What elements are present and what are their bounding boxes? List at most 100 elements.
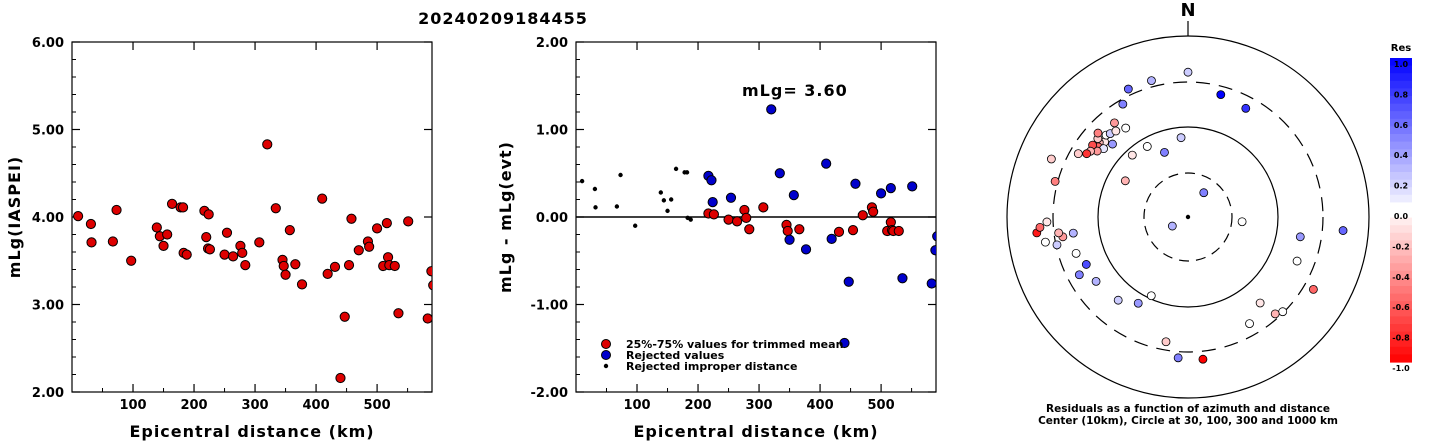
left-point-red — [364, 241, 375, 252]
polar-residual-point — [1147, 76, 1156, 86]
colorbar-tick-label: 1.0 — [1394, 60, 1409, 69]
polar-residual-point — [1042, 217, 1052, 227]
polar-residual-point — [1054, 228, 1064, 238]
left-chart-frame — [71, 41, 433, 393]
left-point-red — [284, 225, 295, 236]
colorbar-swatch — [1390, 156, 1412, 165]
left-chart: 100 200 300 400 500 2.00 3.00 4.00 5.00 6.00 mLg(… — [5, 36, 433, 441]
left-point-red — [296, 279, 308, 290]
left-point-red — [393, 308, 404, 319]
middle-point-black — [661, 198, 667, 203]
middle-point-blue — [839, 337, 850, 349]
legend: 25%-75% values for trimmed mean Rejected… — [601, 338, 843, 373]
left-point-red — [151, 222, 162, 233]
middle-point-blue — [774, 168, 785, 179]
colorbar-swatch — [1390, 248, 1412, 257]
colorbar-swatch — [1390, 73, 1412, 82]
middle-y-axis-label: mLg - mLg(evt) — [496, 141, 515, 293]
left-point-red — [322, 268, 333, 279]
colorbar-swatch — [1390, 118, 1412, 127]
polar-caption-line2: Center (10km), Circle at 30, 100, 300 an… — [1038, 415, 1338, 427]
left-y-tick-label: 6.00 — [32, 36, 64, 51]
colorbar-swatch — [1390, 172, 1412, 181]
middle-point-black — [618, 172, 623, 178]
left-point-red — [221, 227, 233, 238]
middle-point-blue — [826, 233, 837, 244]
polar-residual-point — [1091, 276, 1101, 286]
middle-x-tick-label: 400 — [806, 398, 833, 413]
left-point-red — [227, 251, 239, 262]
left-point-red — [317, 193, 328, 204]
colorbar-tick-label: -1.0 — [1392, 364, 1410, 373]
middle-point-red — [744, 224, 755, 235]
middle-point-blue — [788, 190, 799, 201]
middle-point-black — [665, 208, 670, 214]
colorbar-swatch — [1390, 103, 1412, 112]
left-point-red — [166, 198, 178, 209]
colorbar-swatch — [1390, 88, 1412, 97]
left-point-red — [177, 202, 189, 213]
left-point-red — [381, 218, 392, 229]
left-point-red — [73, 211, 84, 222]
middle-point-blue — [897, 273, 908, 284]
colorbar-swatch — [1390, 240, 1412, 249]
left-x-tick-label: 200 — [180, 398, 207, 413]
ring-100km — [1097, 126, 1279, 308]
colorbar-swatch — [1390, 164, 1412, 173]
left-point-red — [204, 244, 215, 255]
left-point-red — [219, 249, 230, 260]
left-x-axis-label: Epicentral distance (km) — [129, 422, 374, 441]
colorbar-swatch — [1390, 141, 1412, 150]
left-point-red — [353, 245, 364, 256]
left-point-red — [329, 261, 341, 272]
polar-residual-point — [1127, 150, 1137, 160]
middle-y-tick-label: 2.00 — [536, 36, 568, 51]
polar-residual-point — [1046, 154, 1056, 164]
colorbar-swatch — [1390, 293, 1412, 302]
polar-residual-point — [1040, 237, 1050, 247]
left-y-tick-label: 5.00 — [32, 124, 64, 139]
middle-point-red — [847, 225, 859, 236]
legend-label-improper: Rejected improper distance — [626, 360, 797, 373]
middle-point-blue — [784, 234, 795, 245]
polar-residual-point — [1035, 222, 1045, 232]
colorbar-swatch — [1390, 324, 1412, 333]
middle-point-blue — [800, 244, 812, 255]
polar-residual-point — [1160, 147, 1169, 157]
left-point-red — [262, 139, 273, 150]
polar-residual-point — [1068, 228, 1078, 238]
left-point-red — [278, 260, 289, 272]
left-point-red — [389, 260, 400, 272]
left-point-red — [254, 237, 265, 248]
polar-residual-point — [1133, 298, 1143, 308]
colorbar-tick-label: 0.8 — [1394, 90, 1409, 99]
left-y-tick-label: 4.00 — [32, 211, 64, 226]
middle-point-black — [673, 166, 679, 172]
colorbar-swatch — [1390, 134, 1412, 143]
left-point-red — [181, 249, 192, 260]
middle-point-blue — [843, 276, 854, 287]
outer-ring-1000km — [1006, 35, 1370, 399]
middle-point-red — [741, 212, 752, 223]
left-point-red — [86, 237, 97, 248]
left-point-red — [339, 311, 350, 322]
colorbar-swatch — [1390, 331, 1412, 340]
colorbar-tick-label: 0.4 — [1394, 151, 1409, 160]
colorbar-swatch — [1390, 80, 1412, 89]
polar-residual-point — [1074, 270, 1084, 280]
middle-point-blue — [725, 192, 737, 203]
middle-point-black — [579, 178, 585, 184]
polar-residual-point — [1309, 284, 1318, 294]
left-point-red — [237, 247, 248, 258]
north-label: N — [1180, 0, 1195, 21]
polar-residual-point — [1255, 298, 1265, 308]
middle-point-blue — [930, 245, 936, 256]
legend-marker-black — [603, 363, 609, 369]
colorbar-swatch — [1390, 96, 1412, 105]
polar-residual-point — [1073, 149, 1083, 159]
middle-y-tick-label: 1.00 — [536, 124, 568, 139]
middle-point-black — [658, 190, 664, 195]
colorbar-swatch — [1390, 217, 1412, 226]
middle-x-tick-label: 200 — [684, 398, 711, 413]
